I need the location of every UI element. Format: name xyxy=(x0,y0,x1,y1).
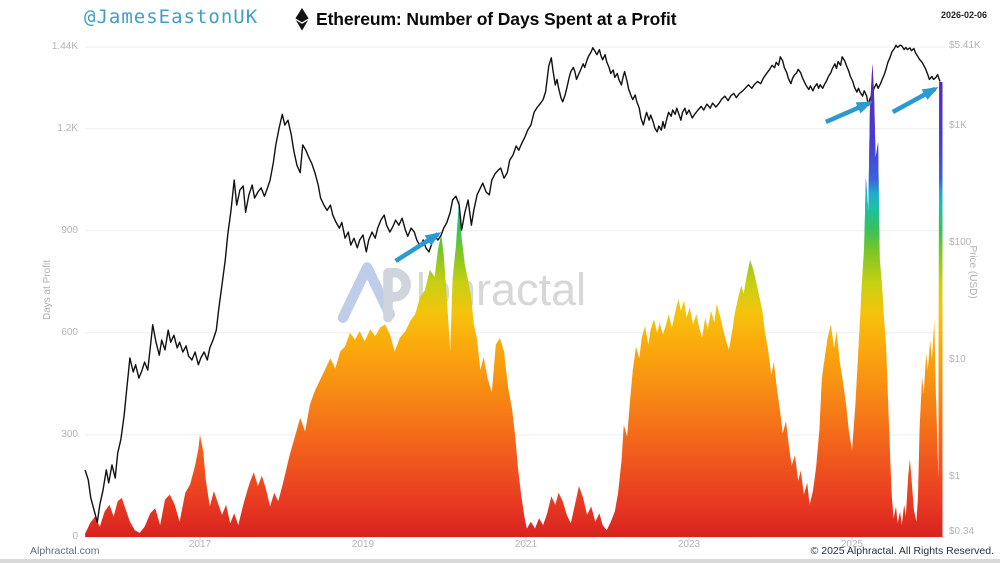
twitter-handle: @JamesEastonUK xyxy=(84,6,259,28)
left-axis-title: Days at Profit xyxy=(42,259,53,321)
spike-overlay xyxy=(935,82,943,537)
y-axis-tick-right: $0.34 xyxy=(949,526,975,537)
watermark: lphractal xyxy=(336,250,676,330)
annotation-arrow-icon xyxy=(825,101,873,124)
y-axis-tick-left: 1.2K xyxy=(57,123,78,134)
chart-title: Ethereum: Number of Days Spent at a Prof… xyxy=(316,9,677,29)
footer-site-link: Alphractal.com xyxy=(30,545,100,557)
y-axis-tick-left: 600 xyxy=(61,327,78,338)
y-axis-tick-left: 0 xyxy=(72,531,78,542)
x-axis-tick: 2021 xyxy=(514,539,538,550)
y-axis-tick-right: $100 xyxy=(949,237,972,248)
annotation-arrow-icon xyxy=(891,86,939,114)
x-axis-tick: 2017 xyxy=(188,539,212,550)
x-axis-tick: 2025 xyxy=(840,539,864,550)
y-axis-tick-left: 900 xyxy=(61,225,78,236)
footer-copyright: © 2025 Alphractal. All Rights Reserved. xyxy=(810,545,994,557)
y-axis-tick-right: $1K xyxy=(949,120,967,131)
alphractal-logo-icon xyxy=(337,262,411,323)
x-axis-tick: 2019 xyxy=(351,539,375,550)
right-axis-title: Price (USD) xyxy=(967,245,978,299)
y-axis-tick-right: $1 xyxy=(949,471,961,482)
chart-title-block: Ethereum: Number of Days Spent at a Prof… xyxy=(295,8,677,31)
chart-date: 2026-02-06 xyxy=(940,10,987,20)
watermark-text: lphractal xyxy=(416,264,587,315)
ethereum-icon xyxy=(295,8,309,31)
y-axis-tick-right: $5.41K xyxy=(949,40,981,51)
y-axis-tick-left: 300 xyxy=(61,429,78,440)
y-axis-tick-right: $10 xyxy=(949,354,966,365)
y-axis-tick-left: 1.44K xyxy=(51,41,78,52)
x-axis-tick: 2023 xyxy=(677,539,701,550)
spike-overlay xyxy=(864,64,880,537)
bottom-edge-strip xyxy=(0,559,1000,563)
